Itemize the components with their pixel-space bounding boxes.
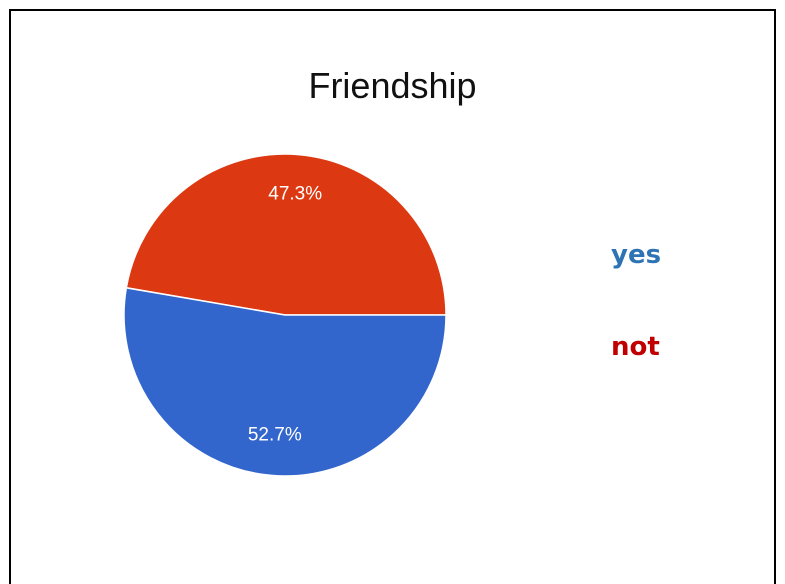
pie-slice-yes — [123, 286, 447, 477]
chart-title: Friendship — [308, 65, 477, 106]
pie-label-yes: 52.7% — [248, 424, 302, 445]
legend-label-yes: yes — [611, 240, 662, 270]
pie-slice-not — [125, 153, 447, 316]
pie-label-not: 47.3% — [268, 184, 322, 205]
legend-label-not: not — [611, 332, 660, 362]
